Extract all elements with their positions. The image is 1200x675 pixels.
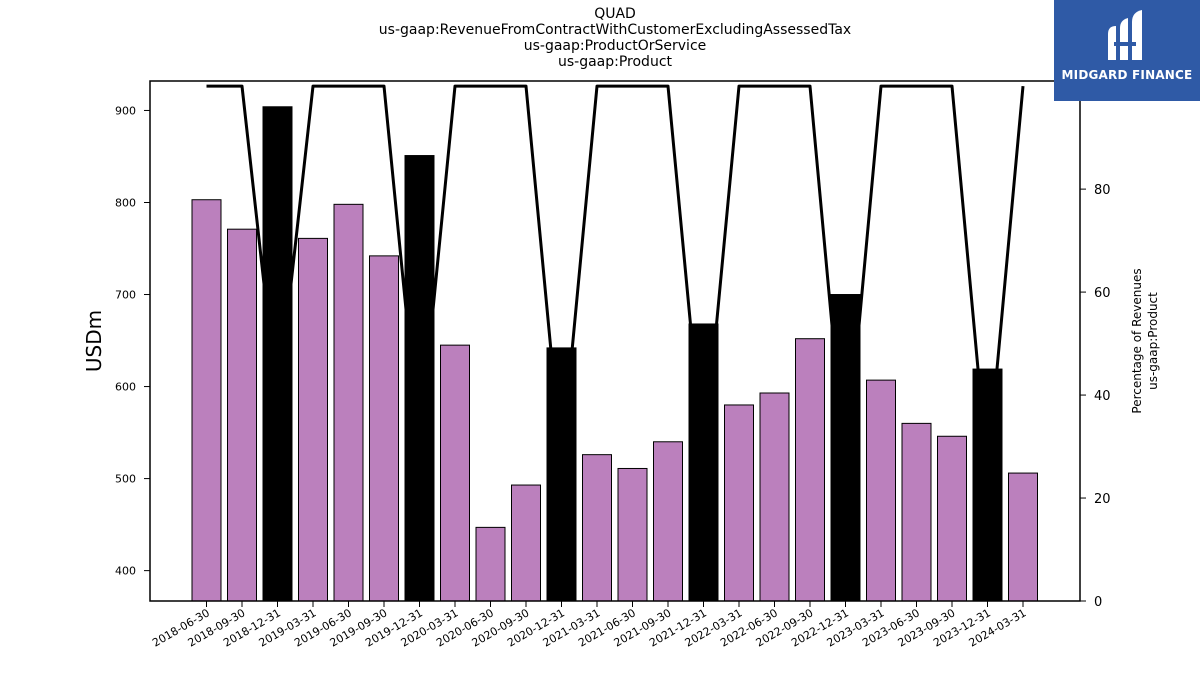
title-line-concept: us-gaap:RevenueFromContractWithCustomerE… xyxy=(378,22,852,38)
bar-2020-12-31 xyxy=(546,347,577,602)
ytick-label-400: 400 xyxy=(115,565,136,578)
bar-2022-03-31 xyxy=(724,404,754,602)
ytick-label-900: 900 xyxy=(115,104,136,117)
y2tick-label-40: 40 xyxy=(1094,389,1111,404)
bar-2021-06-30 xyxy=(617,467,648,602)
bar-2022-09-30 xyxy=(795,338,825,602)
bar-2018-12-31 xyxy=(262,106,293,602)
bar-2018-06-30 xyxy=(191,199,222,602)
title-line-member: us-gaap:Product xyxy=(557,54,673,70)
bar-2019-09-30 xyxy=(369,255,399,602)
bar-2022-06-30 xyxy=(759,392,790,602)
bar-2023-12-31 xyxy=(972,368,1003,602)
plot-frame xyxy=(149,80,1081,602)
bar-2023-06-30 xyxy=(901,422,932,602)
ytick-label-700: 700 xyxy=(115,289,136,302)
title-line-axis: us-gaap:ProductOrService xyxy=(523,38,707,54)
percentage-line xyxy=(206,84,1025,474)
title-line-ticker: QUAD xyxy=(594,6,636,22)
y2tick-label-20: 20 xyxy=(1094,492,1111,507)
bar-2024-03-31 xyxy=(1008,472,1038,602)
logo-text: MIDGARD FINANCE xyxy=(1061,68,1193,82)
y2tick-label-80: 80 xyxy=(1094,183,1111,198)
ytick-label-600: 600 xyxy=(115,381,136,394)
bar-2020-06-30 xyxy=(475,526,506,602)
bar-2020-09-30 xyxy=(511,484,541,602)
chart-title: QUAD us-gaap:RevenueFromContractWithCust… xyxy=(150,6,1080,70)
y2tick-label-60: 60 xyxy=(1094,286,1111,301)
bar-2018-09-30 xyxy=(227,228,257,602)
ytick-label-500: 500 xyxy=(115,473,136,486)
bar-2023-03-31 xyxy=(866,379,896,602)
bar-2023-09-30 xyxy=(937,435,967,602)
ytick-label-800: 800 xyxy=(115,196,136,209)
bar-2021-03-31 xyxy=(582,454,612,602)
y2-axis-label-line-1: Percentage of Revenues xyxy=(1130,268,1144,413)
midgard-finance-logo: MIDGARD FINANCE xyxy=(1054,0,1200,101)
midgard-logo-icon xyxy=(1108,10,1142,60)
y-axis-label: USDm xyxy=(82,310,106,372)
bar-2019-12-31 xyxy=(404,155,435,602)
y2tick-label-0: 0 xyxy=(1094,595,1102,610)
bar-2022-12-31 xyxy=(830,294,861,602)
bar-2019-06-30 xyxy=(333,203,364,602)
y2-axis-label-line-2: us-gaap:Product xyxy=(1146,292,1160,390)
bar-2019-03-31 xyxy=(298,237,328,602)
bar-2020-03-31 xyxy=(440,344,470,602)
bar-2021-09-30 xyxy=(653,441,683,602)
